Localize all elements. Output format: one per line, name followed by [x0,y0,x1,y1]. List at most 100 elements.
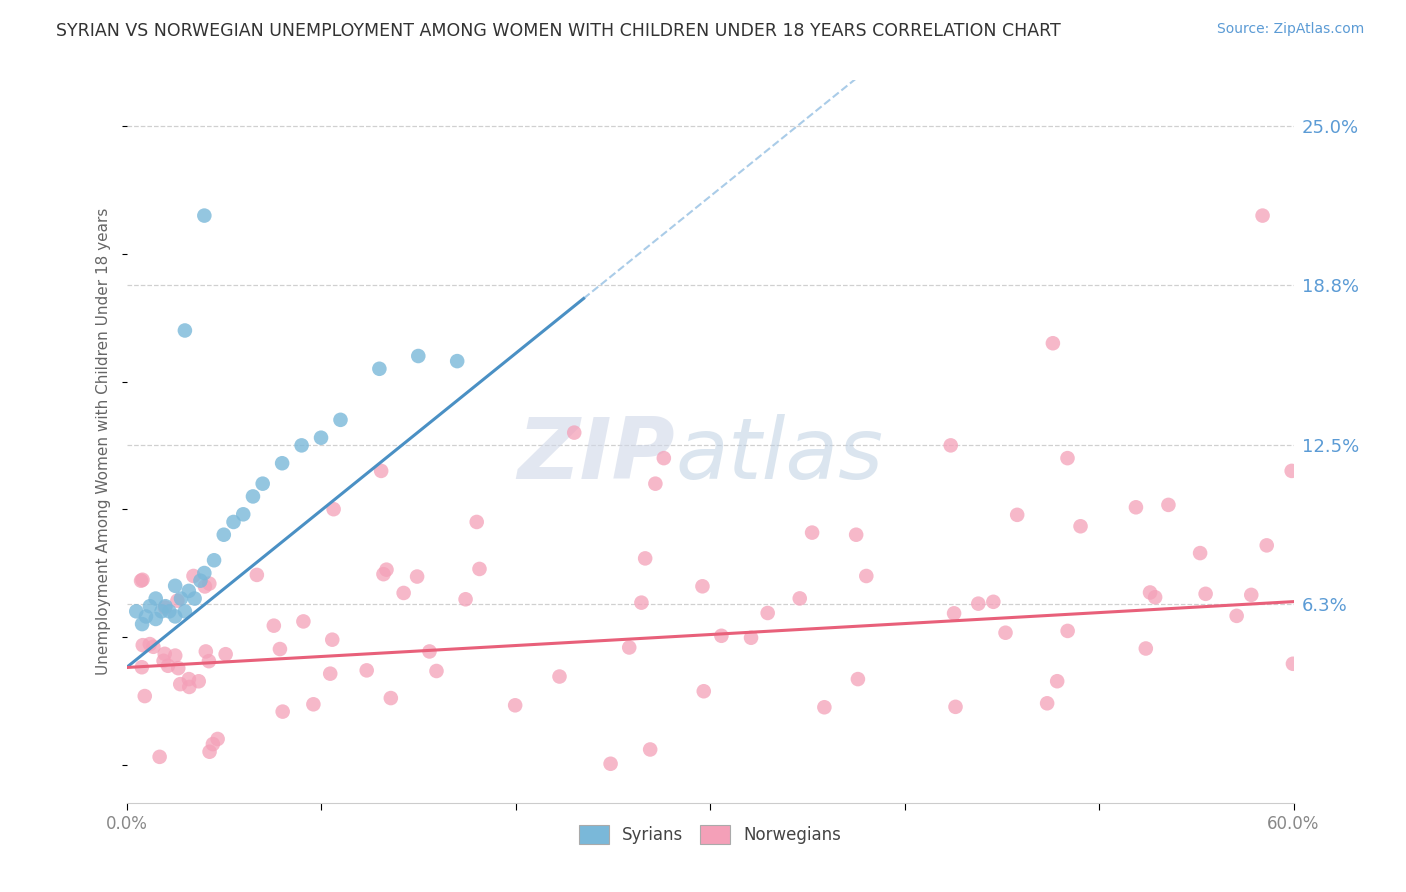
Point [329,413,352,427]
Point [198,576,221,591]
Point [801,525,824,540]
Point [242,490,264,504]
Point [368,361,391,376]
Point [187,674,209,689]
Point [166,593,188,607]
Point [692,579,714,593]
Point [202,553,225,567]
Point [183,591,205,606]
Point [855,569,877,583]
Point [198,654,221,668]
Point [1135,641,1157,656]
Point [503,698,526,713]
Point [630,596,652,610]
Point [149,749,172,764]
Point [139,637,162,651]
Point [322,502,344,516]
Point [142,640,165,654]
Point [263,618,285,632]
Point [321,632,343,647]
Point [131,660,153,674]
Point [1256,538,1278,552]
Point [198,745,221,759]
Point [232,508,254,522]
Point [638,742,661,756]
Point [155,599,177,614]
Point [380,691,402,706]
Text: Source: ZipAtlas.com: Source: ZipAtlas.com [1216,22,1364,37]
Point [408,349,430,363]
Point [454,592,477,607]
Point [446,354,468,368]
Point [1125,500,1147,515]
Point [465,515,488,529]
Point [1046,674,1069,689]
Point [194,644,217,658]
Point [190,574,212,588]
Point [207,731,229,746]
Point [139,599,162,614]
Point [693,684,716,698]
Point [193,209,215,223]
Point [994,625,1017,640]
Point [193,566,215,580]
Point [177,583,200,598]
Point [1144,591,1167,605]
Point [194,579,217,593]
Point [1005,508,1028,522]
Point [370,464,392,478]
Point [222,515,245,529]
Point [1282,657,1305,671]
Point [967,597,990,611]
Point [214,647,236,661]
Point [1036,696,1059,710]
Point [1189,546,1212,560]
Point [246,568,269,582]
Point [406,569,429,583]
Point [375,563,398,577]
Point [983,595,1005,609]
Point [131,617,153,632]
Point [1056,451,1078,466]
Text: ZIP: ZIP [517,415,675,498]
Point [174,323,197,337]
Point [167,661,190,675]
Point [292,615,315,629]
Point [135,609,157,624]
Point [644,476,666,491]
Point [1194,587,1216,601]
Point [153,647,176,661]
Point [619,640,641,655]
Point [1281,464,1303,478]
Point [290,438,312,452]
Point [269,642,291,657]
Point [425,664,447,678]
Point [145,591,167,606]
Point [1139,585,1161,599]
Point [945,699,967,714]
Point [152,654,174,668]
Point [156,658,179,673]
Point [392,586,415,600]
Point [943,607,966,621]
Point [1042,336,1064,351]
Point [165,648,187,663]
Point [813,700,835,714]
Point [131,573,153,587]
Point [201,737,224,751]
Point [169,677,191,691]
Point [302,698,325,712]
Point [319,666,342,681]
Point [271,456,294,470]
Point [145,612,167,626]
Point [177,672,200,686]
Point [1251,209,1274,223]
Point [125,604,148,618]
Point [1056,624,1078,638]
Point [252,476,274,491]
Point [356,664,378,678]
Point [845,527,868,541]
Point [165,579,187,593]
Point [174,604,197,618]
Point [548,669,571,683]
